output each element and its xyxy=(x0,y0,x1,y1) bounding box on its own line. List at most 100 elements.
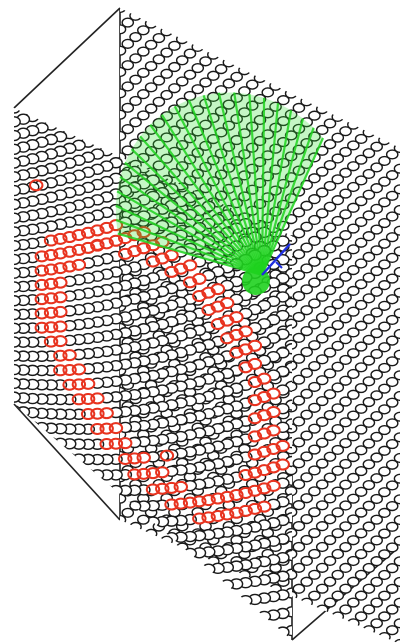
hex-cell xyxy=(129,95,142,107)
hex-cell xyxy=(315,458,329,469)
ring-cell xyxy=(127,229,142,242)
hex-cell xyxy=(339,313,352,324)
ring-cell xyxy=(80,226,96,239)
hex-cell xyxy=(378,321,391,332)
hex-cell xyxy=(354,341,368,352)
hex-cell xyxy=(362,376,376,387)
ring-cell xyxy=(145,483,161,496)
hex-cell xyxy=(370,203,383,214)
hex-cell xyxy=(0,283,2,293)
axis-tick xyxy=(275,261,283,269)
hex-cell xyxy=(385,128,399,139)
hex-cell xyxy=(331,590,345,601)
hex-cell xyxy=(378,383,391,394)
hex-cell xyxy=(220,579,235,591)
hex-cell xyxy=(385,356,399,367)
hex-cell xyxy=(370,328,383,339)
hex-cell xyxy=(385,211,399,222)
hex-cell xyxy=(0,391,11,401)
hex-cell xyxy=(370,514,383,525)
hex-cell xyxy=(339,334,352,345)
hex-cell xyxy=(347,265,360,276)
hex-cell xyxy=(378,155,391,167)
ray-line xyxy=(260,110,293,276)
hex-cell xyxy=(0,148,2,158)
ray-line xyxy=(116,190,263,276)
hex-cell xyxy=(323,326,337,337)
hex-cell xyxy=(99,60,110,69)
hex-cell xyxy=(308,235,321,246)
hex-cell xyxy=(308,319,321,330)
hex-cell xyxy=(120,493,127,504)
ring-cell xyxy=(34,293,49,306)
ring-cell xyxy=(80,408,96,421)
hex-cell xyxy=(160,68,173,79)
hex-cell xyxy=(378,569,391,581)
hex-cell xyxy=(385,583,399,594)
hex-cell xyxy=(0,228,11,238)
hex-cell xyxy=(300,576,313,587)
hex-cell xyxy=(292,479,306,490)
hex-cell xyxy=(0,202,2,212)
hex-cell xyxy=(323,472,337,483)
hex-cell xyxy=(229,595,244,608)
ring-cell xyxy=(53,291,68,304)
hex-cell xyxy=(385,438,399,450)
ring-cell xyxy=(257,427,272,440)
ring-cell xyxy=(53,335,68,348)
hex-cell xyxy=(308,527,321,539)
hex-cell xyxy=(277,95,290,106)
hex-cell xyxy=(354,528,368,539)
hex-cell xyxy=(137,535,150,547)
ray-line xyxy=(119,175,263,276)
ray-line xyxy=(260,97,266,276)
hex-cell xyxy=(354,133,368,145)
ring-cell xyxy=(247,430,263,443)
hex-cell xyxy=(308,298,321,309)
ring-cell xyxy=(71,258,87,271)
ray-line xyxy=(117,232,263,277)
ring-cell xyxy=(62,231,77,243)
hex-cell xyxy=(347,618,360,629)
hex-cell xyxy=(347,223,360,234)
hex-cell xyxy=(378,176,391,187)
hex-cell xyxy=(370,638,383,644)
hex-cell xyxy=(120,45,127,56)
hex-cell xyxy=(354,362,368,373)
highlight-ring xyxy=(29,179,290,525)
ring-cell xyxy=(99,422,114,435)
hex-cell xyxy=(362,272,376,283)
hex-cell xyxy=(315,479,329,490)
hex-cell xyxy=(339,354,352,366)
hex-cell xyxy=(71,453,86,465)
hex-cell xyxy=(14,322,21,334)
hex-cell xyxy=(370,141,383,152)
hex-cell xyxy=(347,535,360,546)
hex-cell xyxy=(347,431,360,442)
hex-cell xyxy=(370,618,383,629)
hex-cell xyxy=(122,0,133,6)
hex-cell xyxy=(308,486,321,497)
ray-line xyxy=(115,218,263,277)
hex-cell xyxy=(331,195,345,206)
hex-cell xyxy=(331,611,345,622)
hex-cell xyxy=(0,174,11,184)
ring-cell xyxy=(90,224,105,237)
hex-cell xyxy=(323,618,337,629)
hex-cell xyxy=(370,265,383,277)
hex-cell xyxy=(120,66,127,78)
ring-cell xyxy=(238,361,253,374)
hex-cell xyxy=(152,542,166,553)
hex-cell xyxy=(370,597,383,608)
hex-cell xyxy=(292,311,306,323)
hex-cell xyxy=(378,280,391,291)
hex-cell xyxy=(53,116,68,128)
hex-cell xyxy=(385,376,399,388)
hex-cell xyxy=(339,167,352,178)
hex-cell xyxy=(323,409,337,421)
hex-cell xyxy=(339,479,352,490)
hex-cell xyxy=(347,161,360,172)
hex-cell xyxy=(14,239,21,252)
hex-cell xyxy=(300,555,313,566)
hex-cell xyxy=(362,148,376,159)
